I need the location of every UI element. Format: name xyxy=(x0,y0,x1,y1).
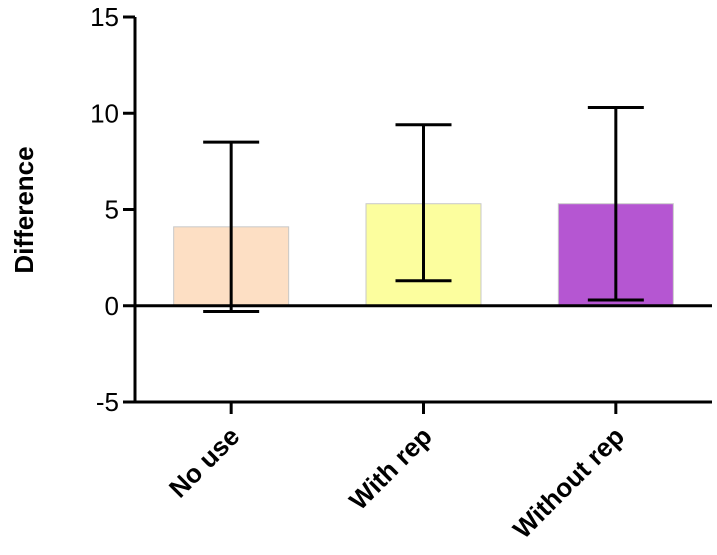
x-category-label: No use xyxy=(163,421,246,504)
y-ticks-group: -5 0 5 10 15 xyxy=(90,2,135,417)
y-axis-title: Difference xyxy=(9,146,39,273)
y-tick-label: 15 xyxy=(90,2,119,32)
x-category-label: With rep xyxy=(343,421,438,516)
x-ticks-group: No use With rep Without rep xyxy=(163,402,630,544)
y-tick-label: 0 xyxy=(105,291,119,321)
error-bars-group xyxy=(203,105,644,314)
y-tick-label: -5 xyxy=(96,387,119,417)
y-tick-label: 5 xyxy=(105,195,119,225)
y-tick-label: 10 xyxy=(90,98,119,128)
x-category-label: Without rep xyxy=(507,421,630,544)
